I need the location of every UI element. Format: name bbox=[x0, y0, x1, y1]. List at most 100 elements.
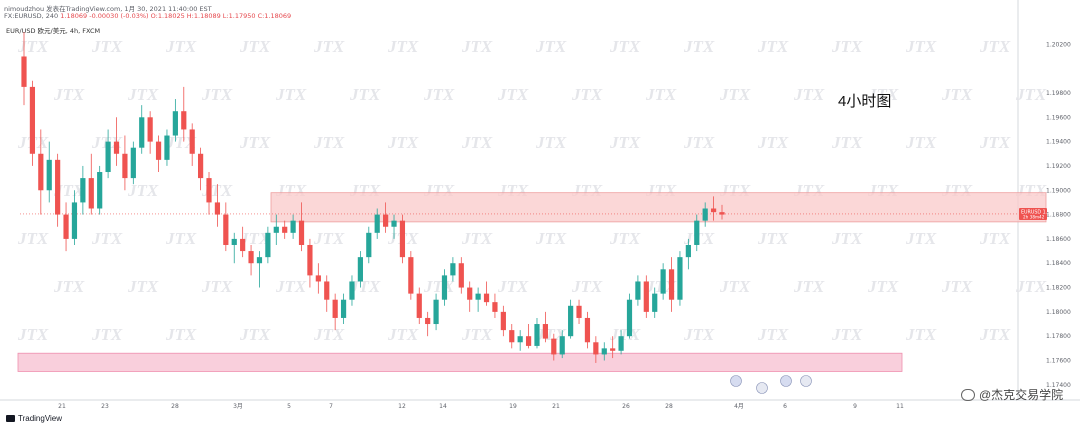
candle-body bbox=[55, 159, 61, 215]
candle-body bbox=[97, 172, 103, 209]
watermark-text: JTX bbox=[239, 325, 271, 344]
candle-body bbox=[113, 141, 120, 154]
watermark-text: JTX bbox=[683, 133, 715, 152]
candle-body bbox=[324, 281, 330, 300]
tradingview-label: TradingView bbox=[18, 414, 63, 423]
candle-body bbox=[399, 220, 406, 258]
candle-body bbox=[29, 86, 36, 154]
tradingview-icon bbox=[6, 415, 15, 422]
candle-body bbox=[618, 336, 624, 351]
chart-symbol-title: EUR/USD 欧元/美元, 4h, FXCM bbox=[6, 27, 101, 35]
time-tick-label: 4月 bbox=[734, 403, 744, 410]
candle-body bbox=[248, 251, 254, 264]
price-tick-label: 1.18200 bbox=[1046, 285, 1071, 292]
watermark-text: JTX bbox=[979, 133, 1011, 152]
price-tick-label: 1.17600 bbox=[1046, 358, 1071, 365]
watermark-text: JTX bbox=[53, 277, 85, 296]
watermark-text: JTX bbox=[165, 325, 197, 344]
candle-body bbox=[635, 281, 641, 300]
candle-body bbox=[668, 269, 675, 300]
candle-body bbox=[525, 336, 532, 346]
candle-body bbox=[576, 305, 582, 318]
watermark-text: JTX bbox=[867, 85, 899, 104]
candle-body bbox=[534, 324, 540, 346]
watermark-text: JTX bbox=[571, 277, 603, 296]
time-tick-label: 19 bbox=[509, 403, 517, 410]
candle-body bbox=[282, 226, 288, 233]
watermark-text: JTX bbox=[239, 229, 271, 248]
time-tick-label: 21 bbox=[58, 403, 66, 410]
watermark-text: JTX bbox=[609, 133, 641, 152]
candle-body bbox=[332, 299, 338, 318]
watermark-text: JTX bbox=[979, 37, 1011, 56]
timeframe-annotation: 4小时图 bbox=[838, 93, 892, 110]
candle-body bbox=[593, 342, 599, 355]
watermark-text: JTX bbox=[201, 277, 233, 296]
candle-body bbox=[408, 257, 414, 294]
economic-event-icon bbox=[730, 375, 742, 387]
candle-body bbox=[21, 56, 27, 87]
watermark-text: JTX bbox=[201, 85, 233, 104]
price-tick-label: 1.19200 bbox=[1046, 163, 1071, 170]
candle-body bbox=[710, 208, 717, 213]
price-tick-label: 1.18600 bbox=[1046, 236, 1071, 243]
watermark-text: JTX bbox=[609, 325, 641, 344]
candle-body bbox=[88, 178, 94, 209]
candle-body bbox=[172, 111, 178, 136]
watermark-text: JTX bbox=[17, 325, 49, 344]
price-tick-label: 1.19600 bbox=[1046, 114, 1071, 121]
chart-header-author: nimoudzhou 发表在TradingView.com, 1月 30, 20… bbox=[4, 5, 212, 13]
candle-body bbox=[584, 317, 591, 343]
resistance-zone bbox=[270, 192, 1047, 223]
economic-event-icon bbox=[800, 375, 812, 387]
watermark-text: JTX bbox=[387, 133, 419, 152]
wechat-brand-label: @杰克交易学院 bbox=[979, 388, 1064, 402]
watermark-text: JTX bbox=[719, 85, 751, 104]
watermark-text: JTX bbox=[313, 325, 345, 344]
candle-body bbox=[425, 317, 431, 325]
watermark-text: JTX bbox=[941, 85, 973, 104]
watermark-text: JTX bbox=[905, 325, 937, 344]
ohlc-values: 1.18069 -0.00030 (-0.03%) O:1.18025 H:1.… bbox=[60, 12, 292, 20]
candle-body bbox=[568, 305, 574, 337]
candle-body bbox=[130, 147, 136, 179]
watermark-text: JTX bbox=[905, 37, 937, 56]
watermark-text: JTX bbox=[461, 229, 493, 248]
candle-body bbox=[374, 214, 380, 233]
watermark-text: JTX bbox=[387, 37, 419, 56]
wechat-brand: @杰克交易学院 bbox=[961, 386, 1063, 403]
watermark-text: JTX bbox=[461, 37, 493, 56]
candle-body bbox=[315, 275, 321, 282]
candle-body bbox=[542, 324, 548, 339]
watermark-text: JTX bbox=[53, 85, 85, 104]
time-tick-label: 26 bbox=[622, 403, 630, 410]
watermark-text: JTX bbox=[423, 85, 455, 104]
candle-body bbox=[559, 336, 565, 355]
candle-body bbox=[147, 117, 153, 142]
candle-body bbox=[660, 269, 666, 294]
candle-body bbox=[214, 202, 221, 215]
watermark-text: JTX bbox=[313, 229, 345, 248]
price-tick-label: 1.19800 bbox=[1046, 90, 1071, 97]
candle-body bbox=[256, 257, 263, 264]
watermark-text: JTX bbox=[239, 37, 271, 56]
watermark-text: JTX bbox=[127, 181, 159, 200]
candle-body bbox=[391, 220, 397, 227]
watermark-text: JTX bbox=[645, 85, 677, 104]
candle-body bbox=[610, 348, 616, 351]
candle-body bbox=[223, 214, 229, 245]
watermark-text: JTX bbox=[497, 85, 529, 104]
candle-body bbox=[483, 293, 490, 303]
watermark-text: JTX bbox=[979, 229, 1011, 248]
candle-body bbox=[189, 129, 195, 154]
watermark-text: JTX bbox=[831, 133, 863, 152]
watermark-text: JTX bbox=[719, 277, 751, 296]
watermark-text: JTX bbox=[275, 85, 307, 104]
candle-body bbox=[677, 257, 683, 300]
candle-body bbox=[551, 338, 557, 355]
candle-body bbox=[122, 153, 128, 179]
economic-event-icon bbox=[756, 382, 768, 394]
candle-body bbox=[298, 220, 305, 245]
candle-body bbox=[340, 299, 347, 318]
